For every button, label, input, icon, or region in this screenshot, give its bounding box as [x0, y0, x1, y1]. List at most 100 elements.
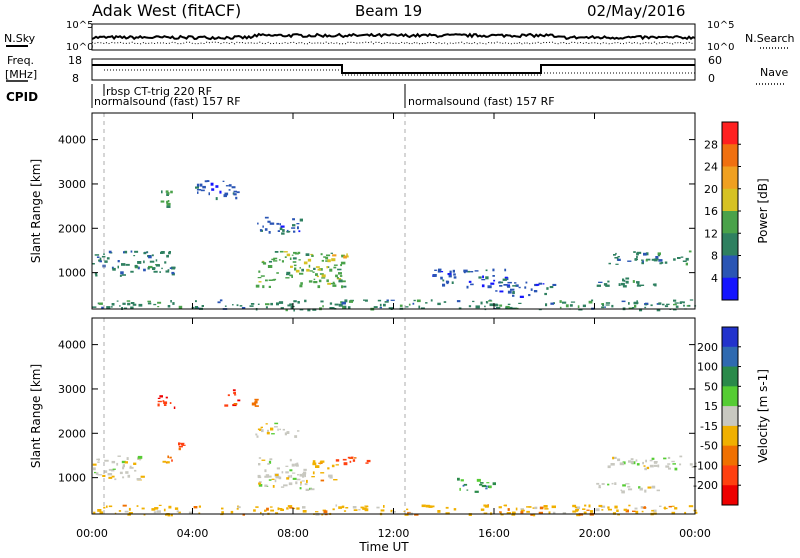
scatter-cell: [365, 506, 369, 508]
nsky-label: N.Sky: [4, 32, 36, 45]
scatter-cell: [474, 270, 479, 272]
scatter-cell: [296, 478, 301, 481]
scatter-cell: [653, 258, 658, 262]
scatter-cell: [236, 191, 240, 194]
scatter-cell: [137, 266, 140, 270]
scatter-cell: [327, 282, 331, 285]
scatter-cell: [352, 459, 356, 462]
scatter-cell: [320, 300, 324, 303]
scatter-cell: [182, 444, 186, 446]
scatter-cell: [254, 398, 259, 401]
xtick-label: 12:00: [378, 527, 410, 540]
scatter-cell: [264, 216, 269, 219]
scatter-cell: [94, 254, 100, 256]
scatter-cell: [199, 183, 203, 187]
scatter-cell: [170, 190, 173, 194]
scatter-cell: [542, 283, 545, 285]
scatter-cell: [257, 277, 262, 279]
scatter-cell: [195, 186, 199, 189]
scatter-cell: [452, 269, 455, 273]
scatter-cell: [171, 273, 175, 276]
scatter-cell: [340, 264, 342, 267]
scatter-cell: [268, 479, 272, 481]
cpid-rbsp-label: rbsp CT-trig 220 RF: [106, 85, 212, 98]
scatter-cell: [258, 482, 261, 485]
scatter-cell: [282, 229, 285, 232]
scatter-cell: [257, 428, 262, 430]
scatter-cell: [679, 302, 682, 304]
scatter-cell: [607, 506, 610, 509]
scatter-cell: [130, 306, 134, 310]
scatter-cell: [264, 475, 269, 478]
scatter-cell: [106, 306, 111, 310]
scatter-cell: [488, 485, 492, 489]
scatter-cell: [340, 261, 346, 265]
scatter-cell: [308, 264, 311, 268]
scatter-cell: [221, 511, 224, 514]
scatter-cell: [463, 483, 468, 486]
scatter-cell: [520, 508, 524, 511]
scatter-cell: [159, 395, 163, 398]
scatter-cell: [306, 268, 310, 272]
scatter-cell: [335, 274, 338, 278]
scatter-cell: [178, 511, 181, 514]
scatter-cell: [262, 513, 264, 516]
scatter-cell: [546, 287, 549, 290]
scatter-cell: [157, 301, 162, 304]
scatter-cell: [404, 513, 409, 516]
scatter-cell: [171, 266, 176, 269]
scatter-cell: [582, 304, 586, 308]
scatter-cell: [127, 474, 131, 478]
colorbar-tick-label: 200: [697, 341, 718, 354]
scatter-cell: [304, 299, 307, 303]
scatter-cell: [576, 506, 581, 509]
scatter-cell: [315, 465, 320, 468]
scatter-cell: [302, 471, 307, 475]
scatter-cell: [284, 432, 287, 436]
scatter-cell: [447, 273, 452, 276]
scatter-cell: [500, 513, 504, 516]
scatter-cell: [125, 471, 129, 474]
scatter-cell: [499, 512, 502, 514]
scatter-cell: [646, 466, 650, 470]
scatter-cell: [167, 269, 170, 271]
scatter-cell: [132, 303, 137, 306]
scatter-cell: [622, 278, 625, 282]
scatter-cell: [225, 185, 229, 187]
scatter-cell: [200, 189, 205, 192]
scatter-cell: [601, 509, 604, 511]
scatter-cell: [482, 275, 484, 279]
scatter-cell: [264, 484, 268, 487]
scatter-cell: [484, 305, 486, 308]
scatter-cell: [667, 463, 671, 465]
scatter-cell: [623, 508, 628, 511]
scatter-cell: [265, 423, 268, 425]
scatter-cell: [638, 486, 641, 489]
scatter-cell: [250, 303, 255, 305]
scatter-cell: [317, 268, 322, 271]
scatter-cell: [180, 442, 185, 445]
scatter-cell: [335, 459, 340, 462]
freq-trace: [92, 64, 695, 74]
radar-title: Adak West (fitACF): [92, 1, 241, 20]
scatter-cell: [360, 506, 364, 509]
scatter-cell: [572, 510, 577, 513]
scatter-cell: [237, 399, 241, 402]
scatter-cell: [286, 431, 290, 434]
scatter-cell: [298, 230, 301, 233]
scatter-cell: [258, 481, 262, 483]
scatter-cell: [114, 512, 117, 515]
scatter-cell: [266, 431, 270, 435]
scatter-cell: [329, 268, 333, 272]
scatter-cell: [543, 505, 548, 508]
scatter-cell: [507, 285, 511, 288]
scatter-cell: [326, 266, 329, 269]
scatter-cell: [293, 308, 295, 312]
scatter-cell: [253, 403, 257, 406]
scatter-cell: [532, 507, 535, 509]
scatter-cell: [265, 474, 270, 476]
scatter-cell: [660, 261, 664, 264]
scatter-cell: [196, 183, 200, 187]
scatter-cell: [147, 300, 151, 303]
scatter-cell: [341, 505, 345, 509]
